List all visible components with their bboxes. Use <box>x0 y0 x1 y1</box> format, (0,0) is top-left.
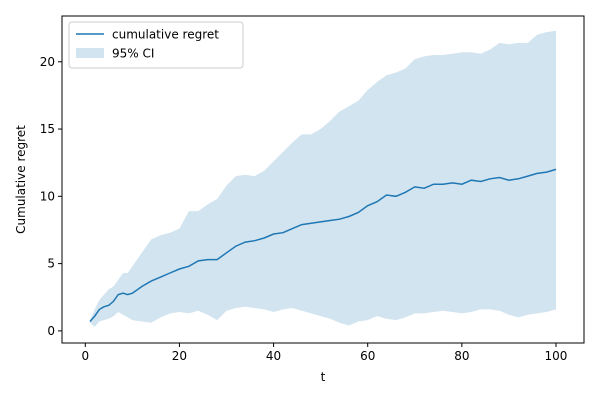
legend-band-swatch <box>76 48 104 58</box>
legend-label-cumulative-regret: cumulative regret <box>112 28 219 42</box>
plot-frame <box>61 15 585 344</box>
x-axis-label: t <box>321 370 326 384</box>
x-tick-label: 40 <box>266 349 281 363</box>
line-layer <box>89 168 557 322</box>
y-tick-label: 0 <box>47 324 55 338</box>
x-tick-label: 80 <box>454 349 469 363</box>
x-tick-label: 20 <box>172 349 187 363</box>
y-tick-label: 10 <box>40 189 55 203</box>
y-tick-label: 15 <box>40 122 55 136</box>
y-tick-label: 20 <box>40 55 55 69</box>
y-tick-label: 5 <box>47 257 55 271</box>
legend-box <box>68 21 244 69</box>
ci-band <box>90 30 556 327</box>
y-axis-label: Cumulative regret <box>14 125 28 234</box>
x-tick-label: 60 <box>360 349 375 363</box>
legend-label-ci: 95% CI <box>112 47 154 61</box>
x-tick-label: 100 <box>545 349 568 363</box>
regret-line <box>89 168 557 322</box>
legend: cumulative regret 95% CI <box>68 21 244 69</box>
ci-band-layer <box>90 30 556 327</box>
x-ticks: 0 20 40 60 80 100 <box>81 343 567 363</box>
y-ticks: 0 5 10 15 20 <box>40 55 62 338</box>
x-tick-label: 0 <box>81 349 89 363</box>
